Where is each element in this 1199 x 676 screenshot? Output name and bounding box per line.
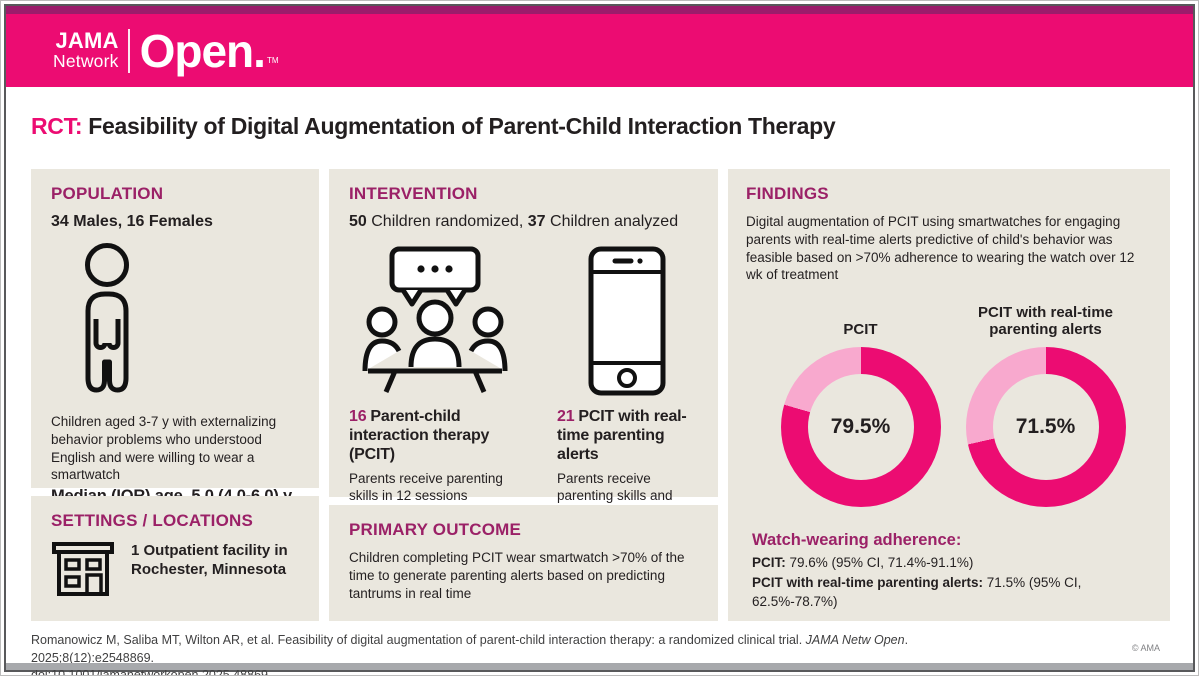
logo-divider (127, 28, 130, 73)
arm-description: Parents receive parenting skills in 12 s… (349, 470, 503, 504)
donut-center-value: 71.5% (1015, 415, 1076, 439)
intervention-arm-pcit: 16 Parent-child interaction therapy (PCIT… (349, 407, 521, 559)
intervention-heading: INTERVENTION (349, 184, 478, 203)
primary-outcome-panel: PRIMARY OUTCOME Children completing PCIT… (329, 505, 718, 621)
citation-line: Romanowicz M, Saliba MT, Wilton AR, et a… (31, 633, 909, 665)
findings-heading: FINDINGS (746, 184, 829, 203)
logo-network-text: Network (53, 50, 119, 71)
person-icon (61, 241, 299, 401)
population-heading: POPULATION (51, 184, 164, 203)
intervention-counts: 50 Children randomized, 37 Children anal… (349, 213, 679, 230)
donut-title: PCIT with real-time parenting alerts (977, 303, 1114, 338)
page-title: RCT: Feasibility of Digital Augmentation… (31, 113, 836, 140)
top-accent-strip (6, 6, 1193, 14)
findings-panel: FINDINGS Digital augmentation of PCIT us… (728, 169, 1170, 621)
adherence-heading: Watch-wearing adherence: (752, 531, 962, 550)
copyright-ama: © AMA (1131, 643, 1160, 653)
adherence-line-alerts: PCIT with real-time parenting alerts: 71… (752, 574, 1082, 610)
title-text: Feasibility of Digital Augmentation of P… (82, 113, 836, 139)
adherence-line-pcit: PCIT: 79.6% (95% CI, 71.4%-91.1%) (752, 555, 974, 571)
citation-footer: Romanowicz M, Saliba MT, Wilton AR, et a… (31, 632, 1031, 676)
arm-name: PCIT with real-time parenting alerts (557, 408, 687, 464)
doi-line: doi:10.1001/jamanetworkopen.2025.48869 (31, 668, 268, 676)
donut-chart-pcit: PCIT 79.5% (768, 296, 953, 508)
masthead: JAMA Network Open. TM (6, 14, 1193, 87)
study-type-tag: RCT: (31, 113, 83, 139)
settings-panel: SETTINGS / LOCATIONS 1 Outpatient facili… (31, 496, 319, 621)
population-panel: POPULATION 34 Males, 16 Females Children… (31, 169, 319, 505)
donut-chart-row: PCIT 79.5% PCIT with real-time parenting… (746, 284, 1152, 508)
population-description: Children aged 3-7 y with externalizing b… (51, 414, 277, 483)
jama-network-open-logo: JAMA Network Open. TM (53, 28, 279, 74)
logo-jama-text: JAMA (55, 28, 119, 54)
trademark-symbol: TM (266, 55, 279, 65)
population-demographics: 34 Males, 16 Females (51, 213, 213, 230)
smartphone-icon (587, 245, 667, 397)
bottom-accent-strip (6, 663, 1193, 670)
donut-ring: 71.5% (965, 347, 1126, 508)
donut-chart-alerts: PCIT with real-time parenting alerts 71.… (953, 296, 1138, 508)
arm-count: 16 (349, 408, 367, 425)
group-therapy-speech-bubble-icon (361, 245, 509, 397)
settings-text: 1 Outpatient facility in Rochester, Minn… (131, 542, 288, 578)
donut-ring: 79.5% (780, 347, 941, 508)
logo-open-text: Open. (139, 24, 266, 77)
arm-name: Parent-child interaction therapy (PCIT) (349, 408, 490, 464)
findings-summary: Digital augmentation of PCIT using smart… (746, 214, 1135, 283)
primary-outcome-heading: PRIMARY OUTCOME (349, 520, 522, 539)
primary-outcome-text: Children completing PCIT wear smartwatch… (349, 550, 685, 601)
donut-title: PCIT (843, 321, 878, 338)
intervention-panel: INTERVENTION 50 Children randomized, 37 … (329, 169, 718, 557)
settings-heading: SETTINGS / LOCATIONS (51, 511, 254, 530)
building-icon (51, 540, 115, 598)
arm-count: 21 (557, 408, 575, 425)
donut-center-value: 79.5% (830, 415, 891, 439)
watch-wearing-adherence: Watch-wearing adherence: PCIT: 79.6% (95… (746, 531, 1152, 612)
journal-name: JAMA Netw Open (805, 633, 905, 647)
